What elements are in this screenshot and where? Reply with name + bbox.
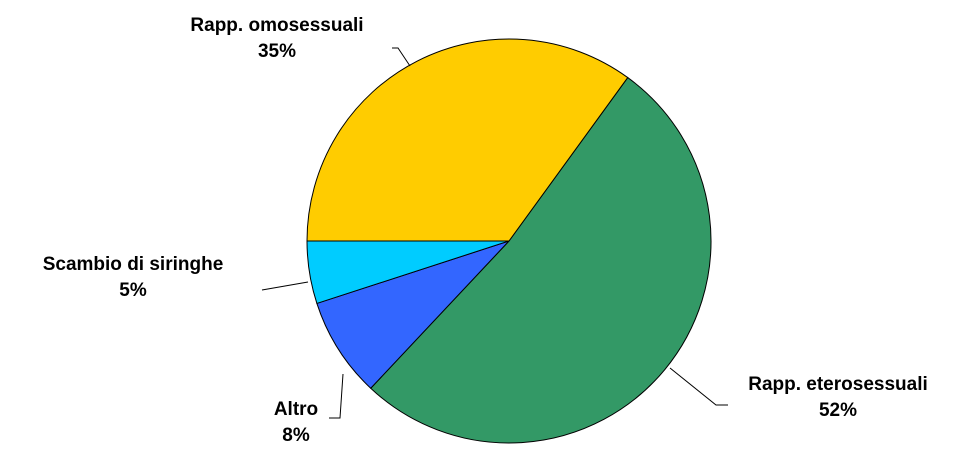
- pie-slice: [316, 240, 510, 389]
- slice-value-label: 35%: [258, 41, 296, 62]
- slice-label: Altro: [274, 399, 318, 420]
- slice-value-label: 52%: [819, 400, 857, 421]
- pie-slice: [306, 38, 629, 242]
- leader-line: [329, 373, 344, 419]
- slice-label: Scambio di siringhe: [43, 254, 224, 275]
- leader-line: [392, 47, 411, 67]
- slice-value-label: 5%: [119, 280, 147, 301]
- pie-slice: [370, 76, 712, 444]
- leader-line: [261, 281, 309, 291]
- slice-label: Rapp. eterosessuali: [748, 374, 928, 395]
- leader-line: [669, 367, 728, 406]
- slice-label: Rapp. omosessuali: [190, 15, 363, 36]
- slice-value-label: 8%: [282, 425, 310, 444]
